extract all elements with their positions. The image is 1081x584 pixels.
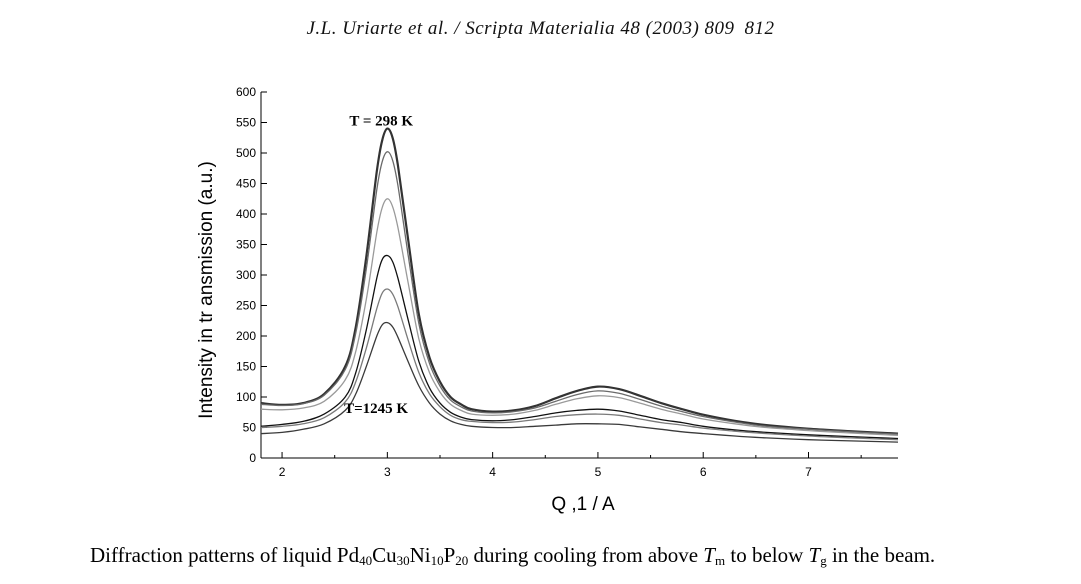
caption-middle: during cooling from above — [468, 543, 704, 567]
figure-caption: Diffraction patterns of liquid Pd40Cu30N… — [90, 543, 935, 568]
series-line-4 — [260, 254, 899, 440]
annotations: T = 298 K T=1245 K — [344, 114, 413, 417]
y-ticks: 0 50 100 150 200 250 300 350 400 450 500 550 600 — [236, 85, 267, 465]
y-tick-label-500: 500 — [236, 146, 256, 160]
x-axis-label: Q ,1 / A — [551, 494, 615, 515]
caption-p: P — [443, 543, 456, 567]
x-tick-label-7: 7 — [805, 465, 812, 479]
caption-sub-ni: 10 — [430, 553, 444, 568]
y-tick-label-550: 550 — [236, 116, 256, 130]
caption-prefix: Diffraction patterns of liquid Pd — [90, 543, 360, 567]
y-tick-label-400: 400 — [236, 207, 256, 221]
y-axis-label: Intensity in tr ansmission (a.u.) — [196, 161, 217, 419]
annotation-t298: T = 298 K — [349, 114, 413, 130]
caption-sub-cu: 30 — [396, 553, 410, 568]
x-tick-label-3: 3 — [384, 465, 391, 479]
series-line-2 — [260, 151, 899, 435]
x-tick-label-6: 6 — [700, 465, 707, 479]
header-page-end: 812 — [744, 18, 775, 39]
caption-to: to below — [725, 543, 809, 567]
x-tick-label-2: 2 — [279, 465, 286, 479]
caption-sub-p: 20 — [455, 553, 469, 568]
y-tick-label-150: 150 — [236, 360, 256, 374]
x-ticks: 2 3 4 5 6 7 — [279, 452, 862, 479]
series-line-5 — [260, 288, 899, 441]
x-tick-label-4: 4 — [489, 465, 496, 479]
y-tick-label-200: 200 — [236, 329, 256, 343]
caption-tm: Tm — [703, 543, 725, 567]
journal-header: J.L. Uriarte et al. / Scripta Materialia… — [306, 18, 775, 39]
caption-sub-pd: 40 — [359, 553, 373, 568]
annotation-t1245: T=1245 K — [344, 401, 408, 417]
caption-cu: Cu — [372, 543, 397, 567]
caption-ni: Ni — [409, 543, 431, 567]
caption-tm-letter: T — [703, 543, 715, 567]
y-tick-label-350: 350 — [236, 238, 256, 252]
caption-suffix: in the beam. — [826, 543, 936, 567]
y-tick-label-100: 100 — [236, 390, 256, 404]
header-journal: Scripta Materialia 48 (2003) 809 — [465, 18, 735, 39]
y-tick-label-0: 0 — [249, 451, 256, 465]
y-tick-label-50: 50 — [243, 421, 257, 435]
y-tick-label-300: 300 — [236, 268, 256, 282]
y-tick-label-600: 600 — [236, 85, 256, 99]
series-line-3 — [260, 198, 899, 437]
caption-tg-letter: T — [808, 543, 821, 567]
caption-tg-sub: g — [820, 553, 827, 568]
header-authors: J.L. Uriarte et al. — [306, 18, 449, 39]
y-tick-label-450: 450 — [236, 177, 256, 191]
caption-tm-sub: m — [714, 553, 726, 568]
series-group — [260, 127, 899, 443]
series-line-6 — [260, 321, 899, 443]
caption-tg: Tg — [809, 543, 827, 567]
series-line-1 — [260, 127, 899, 435]
x-tick-label-5: 5 — [595, 465, 602, 479]
y-tick-label-250: 250 — [236, 299, 256, 313]
